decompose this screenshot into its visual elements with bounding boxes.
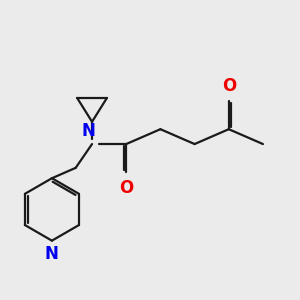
Text: O: O (222, 77, 236, 95)
Text: O: O (119, 179, 133, 197)
Text: N: N (82, 122, 95, 140)
Text: N: N (45, 245, 59, 263)
